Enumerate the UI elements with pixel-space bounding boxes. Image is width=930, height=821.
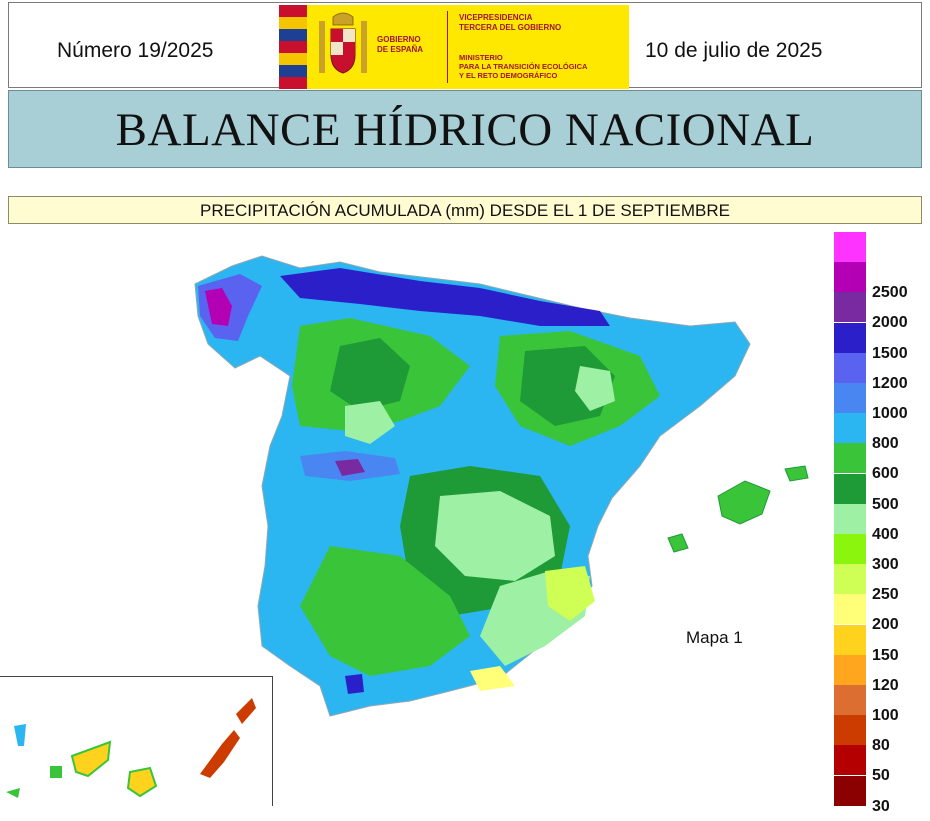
mallorca [717,480,771,525]
zone-cantabrian [280,268,610,326]
logo-divider [447,11,448,83]
government-logo: GOBIERNO DE ESPAÑA VICEPRESIDENCIA TERCE… [279,5,629,89]
legend-swatch [834,383,866,413]
legend-label: 1000 [872,405,908,422]
la-palma [14,724,26,746]
flag-strip [279,5,307,89]
el-hierro [6,788,20,798]
legend-swatch [834,534,866,564]
legend-swatch [834,624,866,655]
zone-guadalquivir [300,546,470,676]
legend-label: 120 [872,676,899,694]
issue-number: Número 19/2025 [57,39,214,62]
legend-swatch [834,232,866,262]
zone-400-northcentral [330,338,410,411]
legend-label: 1200 [872,374,908,392]
legend-label: 50 [872,767,890,785]
menorca [784,465,809,482]
precipitation-map [6,255,809,798]
bulletin-date: 10 de julio de 2025 [645,39,823,62]
map-subtitle: PRECIPITACIÓN ACUMULADA (mm) DESDE EL 1 … [200,201,730,220]
map-label: Mapa 1 [686,628,743,647]
legend-swatch [834,503,866,534]
gran-canaria [126,766,158,798]
balearic-islands [667,465,809,553]
title-band: BALANCE HÍDRICO NACIONAL [8,90,922,168]
zone-la-mancha [435,491,555,581]
la-gomera [50,766,62,778]
ministry-name: MINISTERIO PARA LA TRANSICIÓN ECOLÓGICA … [459,53,588,80]
legend-label: 300 [872,556,899,573]
zone-ebro-core [575,366,615,411]
legend-swatch [834,443,866,474]
legend-swatch [834,775,866,806]
legend-swatch [834,322,866,353]
legend-label: 100 [872,707,899,724]
lanzarote [236,698,256,724]
legend-swatch [834,413,866,444]
government-name: GOBIERNO DE ESPAÑA [377,35,423,55]
legend-label: 2500 [872,284,908,302]
zone-grazalema [345,674,364,694]
legend-swatch [834,654,866,685]
legend-swatch [834,352,866,383]
legend-label: 150 [872,646,899,664]
zone-almeria [470,666,515,691]
legend-swatch [834,685,866,715]
legend-swatch [834,473,866,504]
legend-swatch [834,564,866,595]
legend-swatch [834,594,866,625]
vice-presidency: VICEPRESIDENCIA TERCERA DEL GOBIERNO [459,13,562,32]
legend-label: 500 [872,495,899,513]
canary-islands [6,698,256,798]
legend-swatch [834,715,866,746]
legend-label: 600 [872,465,899,483]
zone-300-duero [345,401,395,444]
legend-label: 400 [872,525,899,543]
government-name-text: GOBIERNO DE ESPAÑA [377,35,424,54]
legend-label: 30 [872,797,890,815]
legend-swatch [834,292,866,323]
fuerteventura [200,730,240,778]
bulletin-header: Número 19/2025 GOBIERNO DE ESPAÑA VICEPR… [8,2,922,89]
legend-swatch [834,262,866,293]
peninsula-map [194,255,751,717]
legend-label: 2000 [872,314,908,332]
coat-of-arms-icon [319,12,367,74]
zone-gredos-max [335,459,365,476]
zone-galicia-max [205,288,232,326]
legend-label: 80 [872,737,890,755]
tenerife [70,740,112,778]
zone-murcia [545,566,595,621]
page-title: BALANCE HÍDRICO NACIONAL [115,104,815,156]
legend-label: 800 [872,435,899,453]
legend-label: 1500 [872,344,908,362]
subtitle-band: PRECIPITACIÓN ACUMULADA (mm) DESDE EL 1 … [8,196,922,224]
canary-islands-inset-frame [0,676,273,806]
legend-swatch [834,745,866,776]
legend-label: 250 [872,586,899,604]
legend-label: 200 [872,616,899,634]
ibiza [667,533,689,553]
